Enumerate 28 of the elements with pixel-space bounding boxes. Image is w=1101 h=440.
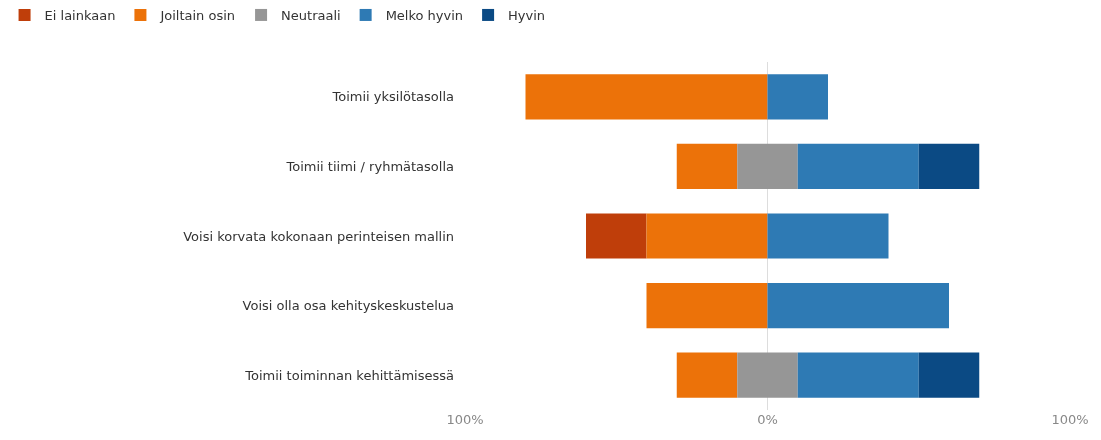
y-tick-label: Voisi korvata kokonaan perinteisen mallin	[183, 228, 454, 244]
y-tick-label: Toimii yksilötasolla	[331, 89, 454, 105]
x-tick-label: 0%	[757, 412, 778, 427]
bar	[525, 74, 768, 120]
bar	[676, 352, 738, 398]
legend-label: Hyvin	[508, 8, 546, 24]
bar	[676, 143, 738, 190]
bar	[646, 282, 768, 329]
bar	[737, 352, 798, 398]
y-tick-label: Toimii toiminnan kehittämisessä	[244, 367, 454, 383]
legend-label: Ei lainkaan	[44, 8, 116, 24]
legend-label: Joiltain osin	[159, 8, 236, 24]
bar	[767, 282, 949, 329]
bar	[646, 213, 768, 259]
bar	[918, 352, 980, 398]
bar	[737, 143, 798, 190]
bar	[797, 143, 919, 190]
legend-label: Neutraali	[281, 8, 341, 24]
bar	[586, 213, 647, 259]
bar	[797, 352, 919, 398]
bar	[767, 74, 828, 120]
bar	[918, 143, 980, 190]
y-tick-label: Voisi olla osa kehityskeskustelua	[242, 298, 454, 314]
bar	[767, 213, 889, 259]
y-tick-label: Toimii tiimi / ryhmätasolla	[285, 158, 454, 174]
x-tick-label: 100%	[1051, 412, 1089, 427]
x-tick-label: 100%	[446, 412, 484, 427]
legend-label: Melko hyvin	[385, 8, 464, 24]
